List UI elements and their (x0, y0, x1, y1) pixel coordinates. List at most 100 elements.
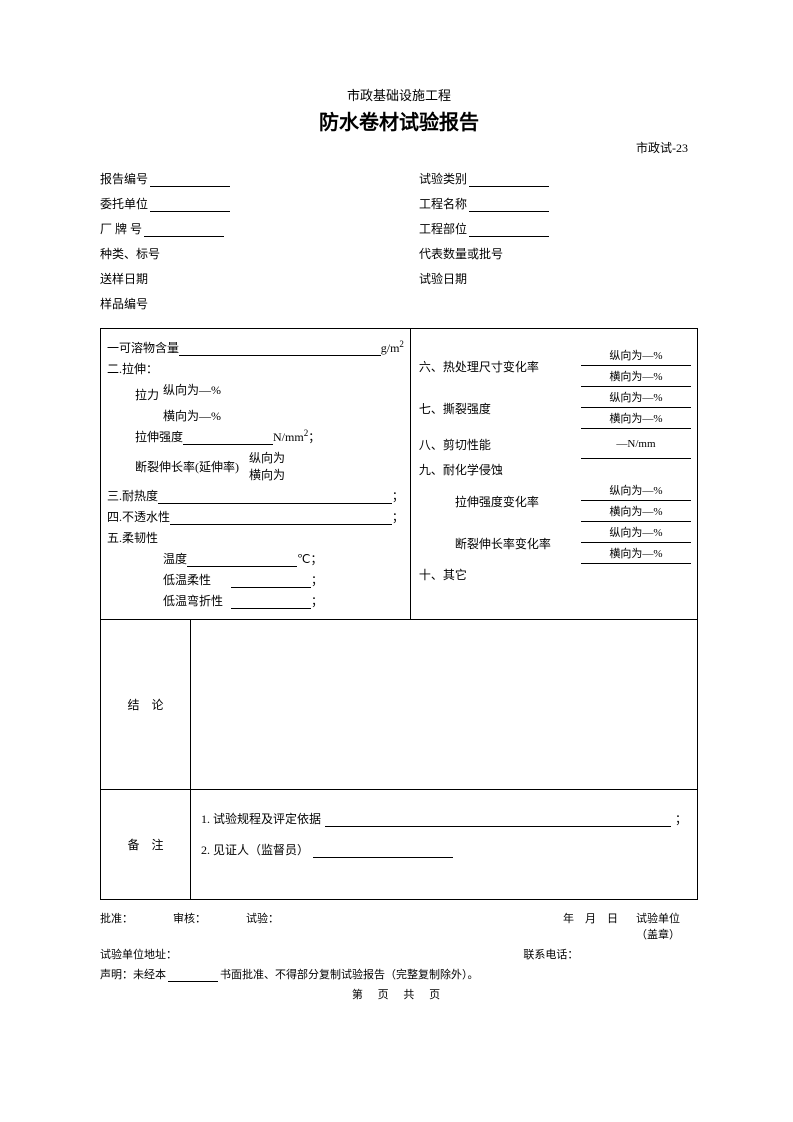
year: 年 (563, 913, 574, 925)
label: 样品编号 (100, 295, 148, 312)
remark-label: 备注 (101, 790, 191, 899)
unit-text: N/mm (273, 430, 304, 444)
underline (469, 225, 549, 237)
unit: g/m2 (381, 339, 404, 356)
row-low-flex: 低温柔性 ； (107, 571, 404, 588)
row-tensile-title: 二.拉伸： (107, 360, 404, 377)
label: 断裂伸长率变化率 (419, 522, 581, 564)
semicolon: ； (392, 487, 404, 504)
label: 一可溶物含量 (107, 339, 179, 356)
document-code: 市政试-23 (100, 139, 698, 156)
label: 低温柔性 (163, 571, 211, 588)
label: 三.耐热度 (107, 487, 158, 504)
label: 工程名称 (419, 195, 467, 212)
prefix: 1. 试验规程及评定依据 (201, 810, 321, 827)
label: 种类、标号 (100, 245, 160, 262)
decl-a: 声明：未经本 (100, 966, 166, 982)
row-tensile-force: 拉力 (107, 386, 404, 403)
underline (313, 846, 453, 858)
addr: 试验单位地址： (100, 946, 177, 962)
label: 五.柔韧性 (107, 529, 158, 546)
val-trans: 横向为—% (581, 408, 691, 429)
label: 温度 (163, 550, 187, 567)
row-temp: 温度 ℃； (107, 550, 404, 567)
row-shear: 八、剪切性能 —N/mm (419, 429, 691, 459)
unit: ℃； (297, 550, 322, 567)
supertitle: 市政基础设施工程 (100, 85, 698, 104)
underline (325, 815, 671, 827)
label: 厂 牌 号 (100, 220, 142, 237)
val: —N/mm (581, 429, 691, 459)
unit: N/mm2； (273, 428, 320, 445)
conclusion-body (191, 620, 697, 789)
info-test-type: 试验类别 (419, 170, 698, 187)
val-long: 纵向为—% (581, 480, 691, 501)
seal: （盖章） (618, 926, 698, 942)
val-trans: 横向为—% (581, 501, 691, 522)
label: 试验日期 (419, 270, 467, 287)
label: 代表数量或批号 (419, 245, 503, 262)
val-long: 纵向为—% (581, 345, 691, 366)
label: 九、耐化学侵蚀 (419, 459, 581, 480)
label: 试验类别 (419, 170, 467, 187)
info-batch: 代表数量或批号 (419, 245, 698, 262)
label: 断裂伸长率(延伸率) (135, 458, 239, 475)
row-other: 十、其它 (419, 564, 691, 585)
pager: 第 页 共 页 (100, 986, 698, 1002)
underline (469, 175, 549, 187)
label: 四.不透水性 (107, 508, 170, 525)
label: 委托单位 (100, 195, 148, 212)
row-chem-tensile: 拉伸强度变化率 纵向为—% 横向为—% (419, 480, 691, 522)
label: 二.拉伸： (107, 360, 158, 377)
panel-top: 一可溶物含量 g/m2 二.拉伸： 纵向为—% 拉力 横向为—% 拉伸强度 (101, 329, 697, 619)
unit: 试验单位 (618, 910, 698, 926)
left-column: 一可溶物含量 g/m2 二.拉伸： 纵向为—% 拉力 横向为—% 拉伸强度 (101, 329, 411, 619)
val-long: 纵向为—% (581, 387, 691, 408)
remark-body: 1. 试验规程及评定依据 ； 2. 见证人（监督员） (191, 790, 697, 899)
row-heat-size: 六、热处理尺寸变化率 纵向为—% 横向为—% (419, 345, 691, 387)
row-flex-title: 五.柔韧性 (107, 529, 404, 546)
phone: 联系电话： (523, 946, 578, 962)
underline (150, 175, 230, 187)
info-client: 委托单位 (100, 195, 379, 212)
info-sample-no: 样品编号 (100, 295, 698, 312)
label: 纵向为—% (163, 381, 221, 398)
remark-line-1: 1. 试验规程及评定依据 ； (201, 810, 687, 827)
row-soluble: 一可溶物含量 g/m2 (107, 339, 404, 356)
label: 送样日期 (100, 270, 148, 287)
underline (469, 200, 549, 212)
page: 市政基础设施工程 防水卷材试验报告 市政试-23 报告编号 试验类别 委托单位 … (0, 0, 793, 1122)
declaration: 声明：未经本 书面批准、不得部分复制试验报告（完整复制除外）。 (100, 966, 698, 982)
underline (150, 200, 230, 212)
day: 日 (607, 913, 618, 925)
semicolon: ； (675, 810, 687, 827)
val-trans: 横向为—% (581, 366, 691, 387)
prefix: 2. 见证人（监督员） (201, 841, 309, 858)
remark-line-2: 2. 见证人（监督员） (201, 841, 687, 858)
row-tear: 七、撕裂强度 纵向为—% 横向为—% (419, 387, 691, 429)
underline (231, 576, 311, 588)
label: 报告编号 (100, 170, 148, 187)
conclusion-section: 结论 (101, 619, 697, 789)
underline (144, 225, 224, 237)
month: 月 (585, 913, 596, 925)
info-brand: 厂 牌 号 (100, 220, 379, 237)
info-test-date: 试验日期 (419, 270, 698, 287)
remark-section: 备注 1. 试验规程及评定依据 ； 2. 见证人（监督员） (101, 789, 697, 899)
label: 七、撕裂强度 (419, 387, 581, 429)
unit-text: g/m (381, 341, 400, 355)
label: 拉伸强度变化率 (419, 480, 581, 522)
underline (179, 344, 381, 356)
underline (168, 970, 218, 982)
label: 横向为—% (163, 407, 221, 424)
page-title: 防水卷材试验报告 (100, 106, 698, 135)
val-long: 纵向为—% (581, 522, 691, 543)
underline (187, 555, 297, 567)
row-chem: 九、耐化学侵蚀 (419, 459, 691, 480)
right-column: 六、热处理尺寸变化率 纵向为—% 横向为—% 七、撕裂强度 纵向为—% 横向为—… (411, 329, 697, 619)
long-is: 纵向为 (249, 449, 285, 466)
semicolon: ； (311, 571, 323, 588)
label: 十、其它 (419, 564, 691, 585)
row-tensile-trans: 横向为—% (107, 407, 404, 424)
underline (170, 513, 392, 525)
